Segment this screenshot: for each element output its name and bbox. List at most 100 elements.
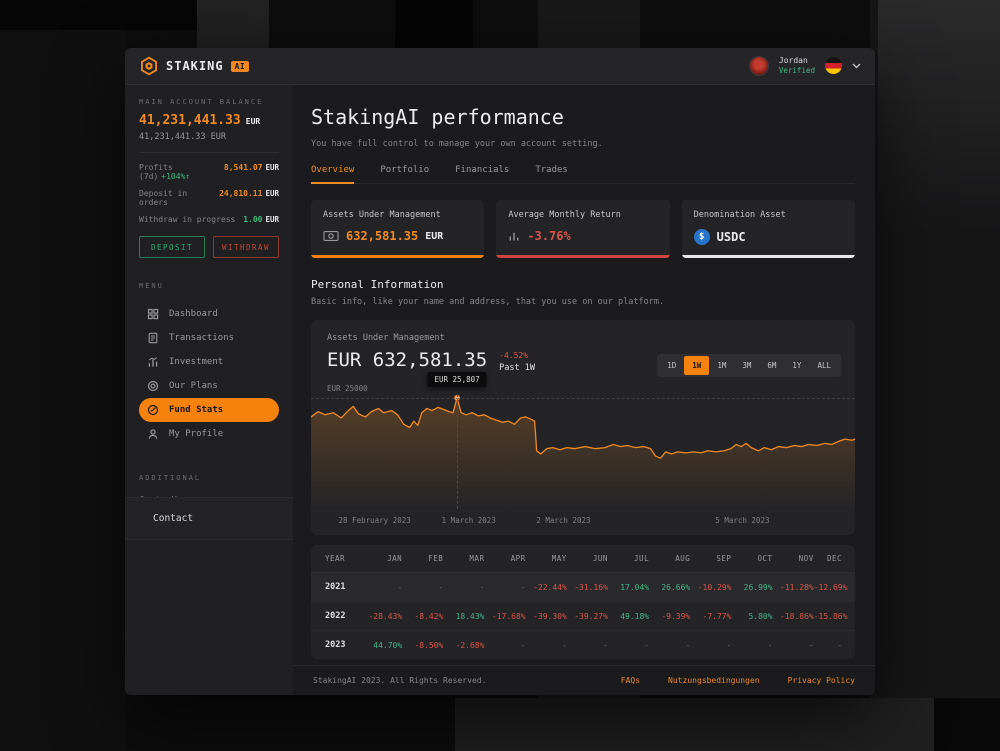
footer-link-privacy-policy[interactable]: Privacy Policy <box>787 676 855 685</box>
table-return-cell: 49.18% <box>607 601 650 631</box>
x-axis-label: 2 March 2023 <box>536 516 591 525</box>
range-button-all[interactable]: ALL <box>817 361 831 370</box>
chart-plot-area[interactable]: EUR 25000 EUR 25,807 <box>311 372 855 509</box>
table-return-cell: -2.68% <box>455 640 485 650</box>
background-shape <box>0 0 250 30</box>
footer-links: FAQs Nutzungsbedingungen Privacy Policy <box>621 676 855 685</box>
table-row: 2021- - - - -22.44% -31.16% 17.04% 26.66% -10.29… <box>311 572 855 602</box>
table-return-cell: 18.43% <box>443 601 485 631</box>
page-title: StakingAI performance <box>311 105 564 129</box>
x-axis-label: 28 February 2023 <box>338 516 411 525</box>
sidebar-item-dashboard[interactable]: Dashboard <box>139 302 279 326</box>
sidebar-item-label: Fund Stats <box>169 405 224 415</box>
table-return-cell: - <box>603 640 608 650</box>
stat-value-group: 24,810.11 EUR <box>219 189 279 198</box>
sidebar-menu: Dashboard Transactions Investment Our Plans… <box>139 302 279 446</box>
table-return-cell: -39.27% <box>566 601 608 631</box>
stat-label-group: Profits (7d) +104%↑ <box>139 163 224 181</box>
card-value: 632,581.35 <box>346 229 419 243</box>
footer: StakingAI 2023. All Rights Reserved. FAQ… <box>293 665 875 695</box>
tab-financials[interactable]: Financials <box>455 165 510 175</box>
sidebar-item-our-plans[interactable]: Our Plans <box>139 374 279 398</box>
time-range-selector: 1D 1W 1M 3M 6M 1Y ALL <box>657 354 841 377</box>
summary-card[interactable]: Denomination Asset $ USDC <box>681 200 855 258</box>
range-button-1w[interactable]: 1W <box>684 356 710 375</box>
sidebar-item-fund-stats[interactable]: Fund Stats <box>139 398 279 422</box>
table-return-cell: -15.86% <box>813 601 855 631</box>
fund-stats-icon <box>147 404 159 416</box>
background-shape <box>0 0 125 751</box>
table-return-cell: 44.70% <box>373 640 403 650</box>
range-button-1y[interactable]: 1Y <box>792 361 802 370</box>
language-flag-icon[interactable] <box>825 57 842 75</box>
footer-link-nutzungsbedingungen[interactable]: Nutzungsbedingungen <box>668 676 760 685</box>
balance-label: MAIN ACCOUNT BALANCE <box>139 98 264 106</box>
table-return-cell: - <box>837 640 842 650</box>
card-title: Denomination Asset <box>693 210 786 220</box>
table-return-cell: -8.42% <box>402 601 444 631</box>
stat-label: Profits (7d) <box>139 163 173 181</box>
table-row: 2023 44.70% -8.50% -2.68% - - - - - - - - - <box>311 631 855 660</box>
contact-link[interactable]: Contact <box>125 497 293 540</box>
user-name: Jordan <box>778 55 808 65</box>
stat-currency: EUR <box>265 215 279 224</box>
footer-link-faqs[interactable]: FAQs <box>620 676 641 685</box>
card-value: USDC <box>716 230 746 244</box>
plans-icon <box>147 380 159 392</box>
brand-name: STAKING <box>166 59 224 73</box>
stat-currency: EUR <box>265 163 279 172</box>
sidebar-item-label: Investment <box>169 357 224 367</box>
table-header-cell: MAR <box>443 545 485 573</box>
sidebar-item-transactions[interactable]: Transactions <box>139 326 279 350</box>
sidebar-item-my-profile[interactable]: My Profile <box>139 422 279 446</box>
banknote-icon <box>323 230 339 242</box>
card-value-row: -3.76% <box>508 229 657 243</box>
table-return-cell: -7.77% <box>690 601 732 631</box>
table-return-cell: -12.69% <box>813 572 855 602</box>
summary-card[interactable]: Average Monthly Return -3.76% <box>496 200 670 258</box>
sidebar: MAIN ACCOUNT BALANCE 41,231,441.33 EUR 4… <box>125 85 293 695</box>
card-value-suffix: EUR <box>425 230 444 242</box>
monthly-returns-table: YEAR JAN FEB MAR APR MAY JUN JUL AUG SEP OCT NOV DEC… <box>311 545 855 659</box>
tab-trades[interactable]: Trades <box>535 165 568 175</box>
stat-delta: +104%↑ <box>161 172 191 181</box>
staking-logo-icon <box>141 56 157 76</box>
table-return-cell: 17.04% <box>607 572 650 602</box>
tab-overview[interactable]: Overview <box>311 165 355 184</box>
transactions-icon <box>147 332 159 344</box>
stat-label-group: Withdraw in progress <box>139 215 235 224</box>
monthly-returns-table-panel: YEAR JAN FEB MAR APR MAY JUN JUL AUG SEP OCT NOV DEC… <box>311 545 855 659</box>
crosshair-line <box>457 394 459 509</box>
summary-card[interactable]: Assets Under Management 632,581.35 EUR <box>311 200 485 258</box>
range-button-1d[interactable]: 1D <box>667 361 677 370</box>
range-button-3m[interactable]: 3M <box>742 361 752 370</box>
account-stat-row: Deposit in orders 24,810.11 EUR <box>139 189 279 207</box>
menu-section-label: MENU <box>139 282 164 290</box>
withdraw-button[interactable]: WITHDRAW <box>213 236 279 258</box>
table-return-cell: - <box>685 640 691 650</box>
stat-label: Deposit in orders <box>139 189 188 207</box>
section-subtitle: Basic info, like your name and address, … <box>311 297 665 307</box>
background-shape <box>934 698 1000 751</box>
table-return-cell: 5.80% <box>731 601 773 631</box>
divider <box>139 152 279 153</box>
card-accent-bar <box>311 255 485 258</box>
dashboard-icon <box>147 308 159 320</box>
table-return-cell: 26.99% <box>731 572 773 602</box>
table-header-cell: FEB <box>402 545 444 573</box>
sidebar-item-investment[interactable]: Investment <box>139 350 279 374</box>
deposit-button[interactable]: DEPOSIT <box>139 236 205 258</box>
stat-value-group: 1.00 EUR <box>243 215 279 224</box>
table-return-cell: - <box>726 640 732 650</box>
brand-logo[interactable]: STAKING AI <box>139 56 250 76</box>
range-button-1m[interactable]: 1M <box>717 361 727 370</box>
app-window: STAKING AI Jordan Verified MAIN ACCOUNT … <box>125 48 875 695</box>
user-avatar[interactable] <box>748 55 769 76</box>
table-header-cell: JUN <box>566 545 608 573</box>
balance-secondary: 41,231,441.33 EUR <box>139 132 226 142</box>
chevron-down-icon[interactable] <box>852 63 861 69</box>
table-return-cell: -28.43% <box>361 601 403 631</box>
range-button-6m[interactable]: 6M <box>767 361 777 370</box>
section-title: Personal Information <box>311 278 444 291</box>
tab-portfolio[interactable]: Portfolio <box>380 165 430 175</box>
